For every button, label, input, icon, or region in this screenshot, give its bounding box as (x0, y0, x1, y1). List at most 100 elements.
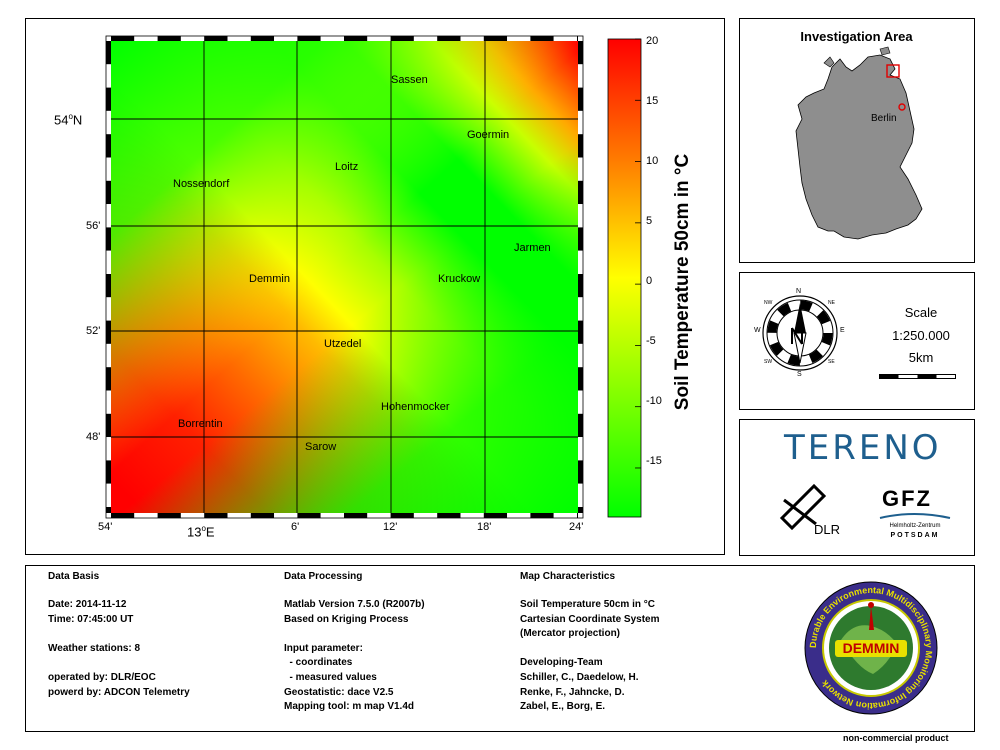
compass-ne: NE (828, 300, 835, 306)
colorbar-tick-label: 5 (646, 215, 653, 227)
frame-segment (483, 513, 508, 518)
frame-segment (460, 513, 484, 518)
coastline-island (879, 46, 891, 56)
colorbar-title: Soil Temperature 50cm in °C (672, 153, 693, 411)
compass-rose (762, 295, 838, 371)
frame-segment (111, 36, 135, 41)
gfz-subtitle: POTSDAM (890, 532, 940, 539)
frame-segment (106, 110, 111, 135)
frame-segment (106, 390, 111, 414)
scale-title: Scale (904, 305, 938, 320)
frame-segment (578, 134, 583, 158)
lat-label-48: 48' (86, 431, 101, 443)
town-label-goermin[interactable]: Goermin (467, 129, 510, 141)
frame-segment (106, 134, 111, 158)
frame-segment (578, 507, 583, 513)
compass-e: E (840, 327, 845, 334)
frame-segment (106, 227, 111, 251)
frame-segment (578, 227, 583, 251)
frame-segment (320, 36, 344, 41)
info-line: Geostatistic: dace V2.5 (284, 686, 394, 698)
germany-locator-map[interactable] (740, 19, 973, 261)
info-line: operated by: DLR/EOC (48, 671, 156, 683)
town-label-demmin[interactable]: Demmin (249, 273, 290, 285)
frame-segment (530, 513, 554, 518)
frame-segment (460, 36, 484, 41)
info-line: Date: 2014-11-12 (48, 599, 127, 610)
frame-segment (344, 36, 368, 41)
frame-segment (578, 87, 583, 111)
info-line: - coordinates (284, 657, 353, 669)
investigation-area-title: Investigation Area (800, 29, 913, 44)
info-line: (Mercator projection) (520, 628, 621, 640)
frame-segment (204, 513, 228, 518)
lon-label-24: 24' (569, 521, 584, 533)
compass-sw: SW (764, 359, 773, 365)
town-label-sassen[interactable]: Sassen (391, 74, 428, 86)
dlr-logo-text: DLR (814, 522, 841, 537)
town-label-sarow[interactable]: Sarow (305, 441, 337, 453)
compass-nw: NW (764, 300, 773, 306)
lon-label-13e: 13oE (187, 524, 215, 540)
town-label-utzedel[interactable]: Utzedel (324, 338, 362, 350)
frame-segment (507, 36, 531, 41)
frame-segment (106, 460, 111, 484)
gfz-logo: GFZ (882, 486, 932, 511)
town-label-jarmen[interactable]: Jarmen (514, 242, 551, 254)
berlin-marker[interactable] (898, 103, 906, 111)
info-line: Zabel, E., Borg, E. (520, 701, 606, 713)
frame-segment (250, 36, 275, 41)
frame-segment (578, 437, 583, 461)
info-line: Cartesian Coordinate System (520, 613, 660, 625)
data-processing-list: Matlab Version 7.5.0 (R2007b) Based on K… (284, 598, 425, 715)
frame-segment (204, 36, 228, 41)
frame-segment (106, 64, 111, 88)
frame-segment (553, 36, 577, 41)
frame-segment (106, 507, 111, 513)
town-label-loitz[interactable]: Loitz (335, 161, 359, 173)
frame-segment (578, 297, 583, 321)
town-label-borrentin[interactable]: Borrentin (178, 418, 223, 430)
frame-segment (106, 437, 111, 461)
coastline-island (823, 56, 835, 68)
frame-segment (578, 367, 583, 391)
town-label-hohenmocker[interactable]: Hohenmocker (381, 401, 450, 413)
frame-segment (390, 513, 414, 518)
scale-bar (879, 374, 956, 379)
frame-segment (297, 36, 321, 41)
scale-ratio: 1:250.000 (892, 328, 950, 343)
colorbar-tick-label: 10 (646, 155, 659, 167)
data-processing-header: Data Processing (284, 571, 363, 582)
compass-se: SE (828, 359, 835, 365)
frame-segment (437, 36, 461, 41)
gfz-subtitle: Helmholtz-Zentrum (889, 523, 941, 529)
frame-segment (578, 274, 583, 298)
germany-outline (795, 54, 923, 240)
logo-panel: TERENO DLR GFZ Helmholtz-Zentrum POTSDAM (739, 419, 975, 556)
investigation-area-marker[interactable] (886, 64, 900, 78)
frame-segment (227, 36, 251, 41)
frame-segment (367, 513, 391, 518)
frame-segment (344, 513, 368, 518)
info-line: Developing-Team (520, 657, 603, 669)
frame-segment (577, 36, 578, 41)
colorbar-tick-label: -10 (646, 395, 662, 407)
frame-segment (106, 343, 111, 368)
scale-distance: 5km (908, 350, 934, 365)
temperature-map[interactable] (26, 19, 723, 553)
town-label-kruckow[interactable]: Kruckow (438, 273, 481, 285)
frame-segment (106, 180, 111, 205)
frame-segment (578, 41, 583, 65)
dlr-logo-icon (779, 483, 827, 531)
frame-segment (578, 157, 583, 181)
map-characteristics-header: Map Characteristics (520, 571, 616, 582)
lat-label-56: 56' (86, 220, 101, 232)
frame-segment (106, 320, 111, 344)
frame-segment (111, 513, 135, 518)
frame-segment (106, 297, 111, 321)
town-label-nossendorf[interactable]: Nossendorf (173, 178, 230, 190)
frame-segment (578, 413, 583, 438)
frame-segment (413, 513, 438, 518)
frame-segment (297, 513, 321, 518)
frame-segment (157, 513, 181, 518)
